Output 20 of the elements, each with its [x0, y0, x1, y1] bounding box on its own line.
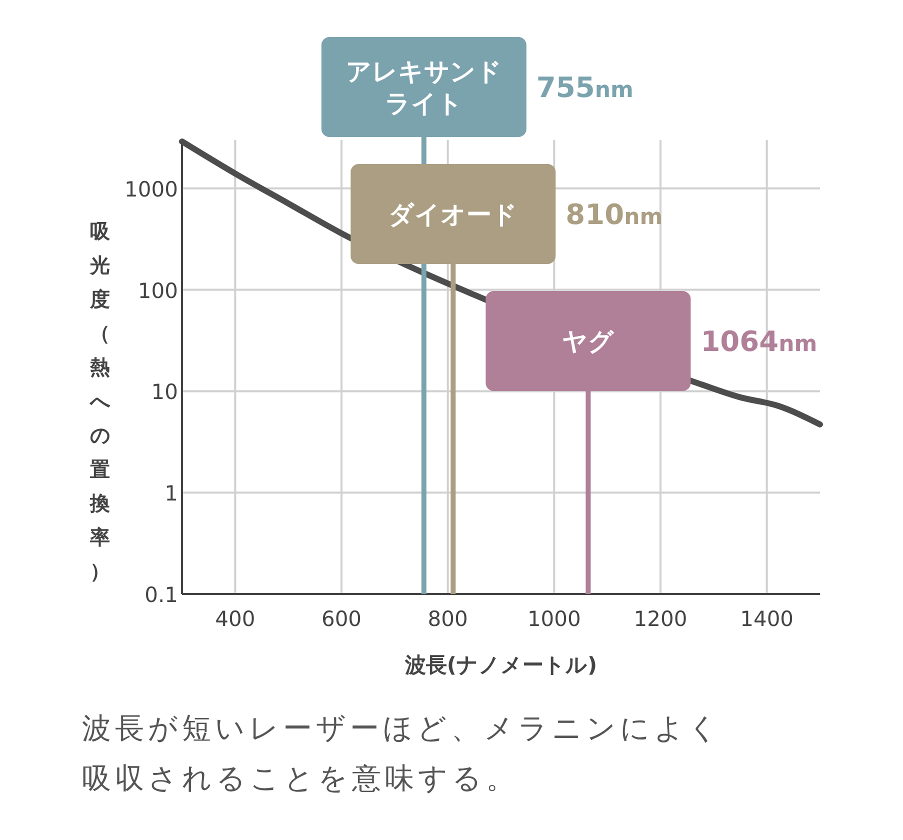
- y-tick-label: 100: [138, 278, 178, 303]
- y-tick-label: 1000: [124, 177, 178, 202]
- x-tick-label: 1400: [740, 607, 794, 631]
- text: 吸光度（熱への置換率）: [90, 219, 110, 583]
- x-tick-label: 400: [215, 607, 256, 631]
- text: 波長が短いレーザーほど、メラニンによく吸収されることを意味する。: [82, 711, 722, 795]
- ref-line-label: ダイオード: [388, 200, 518, 229]
- y-tick-label: 0.1: [144, 583, 178, 607]
- x-tick-label: 1000: [527, 607, 581, 631]
- text: 755nm: [536, 71, 634, 104]
- ref-line-label: ヤグ: [562, 327, 616, 356]
- y-tick-label: 10: [151, 380, 178, 404]
- y-tick-label: 1: [164, 482, 178, 506]
- x-axis-title: 波長(ナノメートル): [404, 653, 598, 677]
- x-tick-label: 600: [321, 607, 362, 631]
- ref-line-label: アレキサンドライト: [346, 57, 502, 118]
- x-tick-label: 1200: [634, 607, 688, 631]
- annotation: 810nm: [566, 198, 663, 231]
- x-tick-label: 800: [428, 607, 468, 631]
- annotation: 1064nm: [700, 325, 818, 358]
